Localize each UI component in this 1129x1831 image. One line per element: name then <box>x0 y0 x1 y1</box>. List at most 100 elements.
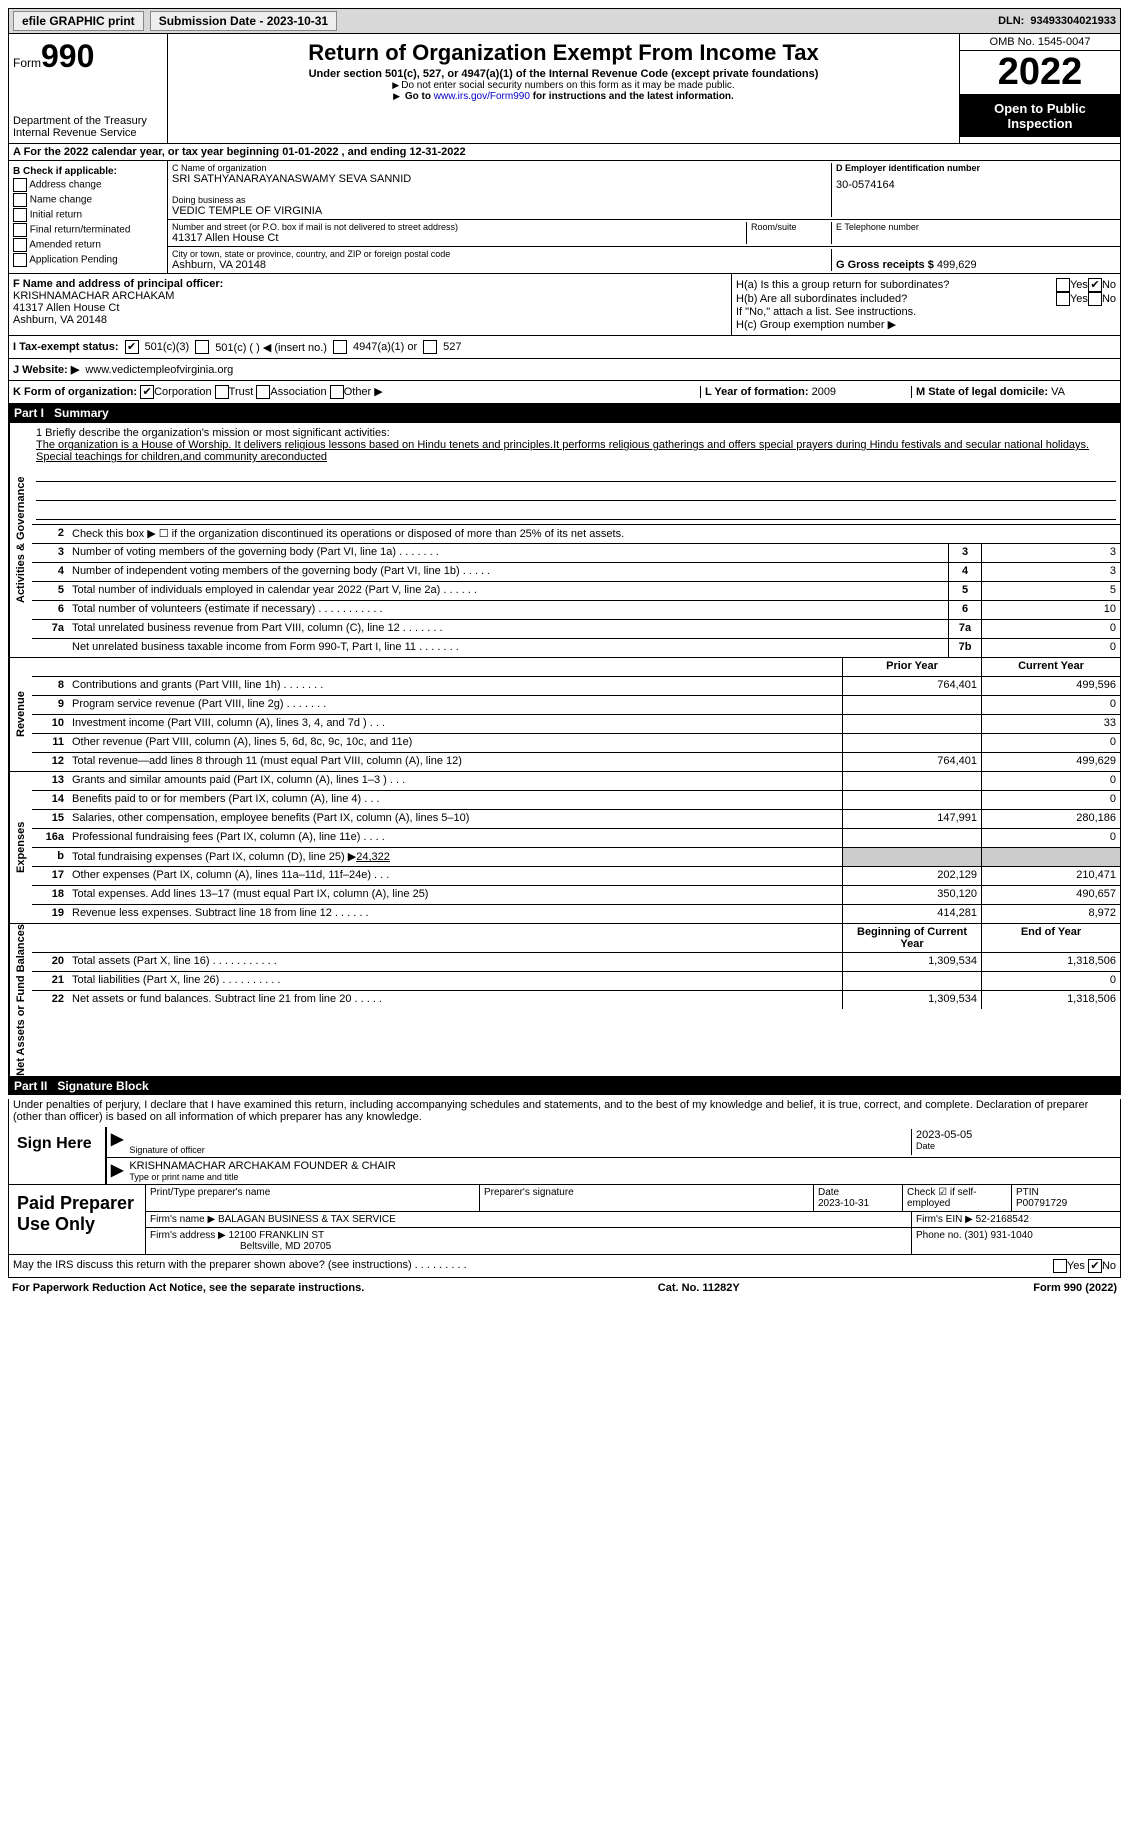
c13: 0 <box>981 772 1120 790</box>
dln-label: DLN: <box>998 15 1024 27</box>
officer-label: F Name and address of principal officer: <box>13 278 223 290</box>
b20: 1,309,534 <box>842 953 981 971</box>
chk-501c[interactable] <box>195 340 209 354</box>
h-a-no[interactable]: ✔ <box>1088 278 1102 292</box>
summary-activities: Activities & Governance 1 Briefly descri… <box>8 422 1121 658</box>
h-a-yes[interactable] <box>1056 278 1070 292</box>
open-inspection: Open to Public Inspection <box>960 95 1120 137</box>
chk-initial-return[interactable]: Initial return <box>13 208 163 222</box>
ptin-label: PTIN <box>1016 1187 1039 1198</box>
vtab-revenue: Revenue <box>9 658 32 771</box>
ein-value: 30-0574164 <box>836 179 1116 191</box>
e21: 0 <box>981 972 1120 990</box>
row-k-org-form: K Form of organization: ✔Corporation Tru… <box>8 381 1121 404</box>
c19: 8,972 <box>981 905 1120 923</box>
perjury-declaration: Under penalties of perjury, I declare th… <box>13 1099 1116 1123</box>
p14 <box>842 791 981 809</box>
paid-preparer-block: Paid Preparer Use Only Print/Type prepar… <box>8 1185 1121 1255</box>
val-7b: 0 <box>981 639 1120 657</box>
form-footer: Form 990 (2022) <box>1033 1282 1117 1294</box>
chk-name-change[interactable]: Name change <box>13 193 163 207</box>
c12: 499,629 <box>981 753 1120 771</box>
p17: 202,129 <box>842 867 981 885</box>
officer-group-block: F Name and address of principal officer:… <box>8 274 1121 336</box>
chk-other[interactable] <box>330 385 344 399</box>
e22: 1,318,506 <box>981 991 1120 1009</box>
h-b-no[interactable] <box>1088 292 1102 306</box>
goto-prefix: Go to <box>405 91 434 102</box>
line-18: Total expenses. Add lines 13–17 (must eq… <box>68 886 842 904</box>
chk-trust[interactable] <box>215 385 229 399</box>
c10: 33 <box>981 715 1120 733</box>
p11 <box>842 734 981 752</box>
chk-4947[interactable] <box>333 340 347 354</box>
org-name: SRI SATHYANARAYANASWAMY SEVA SANNID <box>172 173 831 185</box>
c15: 280,186 <box>981 810 1120 828</box>
firm-ein-value: 52-2168542 <box>976 1214 1029 1225</box>
hdr-boy: Beginning of Current Year <box>842 924 981 952</box>
chk-association[interactable] <box>256 385 270 399</box>
chk-amended-return[interactable]: Amended return <box>13 238 163 252</box>
h-b-yes[interactable] <box>1056 292 1070 306</box>
firm-addr1: 12100 FRANKLIN ST <box>229 1230 325 1241</box>
footer-last-row: For Paperwork Reduction Act Notice, see … <box>8 1278 1121 1298</box>
col-c-name-address: C Name of organization SRI SATHYANARAYAN… <box>168 161 1120 273</box>
val-4: 3 <box>981 563 1120 581</box>
c18: 490,657 <box>981 886 1120 904</box>
street-label: Number and street (or P.O. box if mail i… <box>172 222 746 232</box>
chk-527[interactable] <box>423 340 437 354</box>
col-h-group: H(a) Is this a group return for subordin… <box>731 274 1120 335</box>
c8: 499,596 <box>981 677 1120 695</box>
officer-addr2: Ashburn, VA 20148 <box>13 314 727 326</box>
b21 <box>842 972 981 990</box>
firm-ein-label: Firm's EIN ▶ <box>916 1214 973 1225</box>
line-5: Total number of individuals employed in … <box>68 582 948 600</box>
col-b-header: B Check if applicable: <box>13 166 117 177</box>
h-b-note: If "No," attach a list. See instructions… <box>736 306 1116 318</box>
line-22: Net assets or fund balances. Subtract li… <box>68 991 842 1009</box>
efile-label: efile GRAPHIC print <box>13 11 144 31</box>
cat-number: Cat. No. 11282Y <box>658 1282 740 1294</box>
c14: 0 <box>981 791 1120 809</box>
firm-addr2: Beltsville, MD 20705 <box>240 1241 331 1252</box>
officer-name: KRISHNAMACHAR ARCHAKAM <box>13 290 727 302</box>
officer-addr1: 41317 Allen House Ct <box>13 302 727 314</box>
discuss-yes[interactable] <box>1053 1259 1067 1273</box>
line-16a: Professional fundraising fees (Part IX, … <box>68 829 842 847</box>
year-formation-value: 2009 <box>812 386 836 398</box>
chk-501c3[interactable]: ✔ <box>125 340 139 354</box>
val-5: 5 <box>981 582 1120 600</box>
chk-address-change[interactable]: Address change <box>13 178 163 192</box>
form-title: Return of Organization Exempt From Incom… <box>172 40 955 66</box>
sig-date-value: 2023-05-05 <box>916 1129 1116 1141</box>
org-name-label: C Name of organization <box>172 163 831 173</box>
h-c-exemption: H(c) Group exemption number ▶ <box>736 318 1116 331</box>
c17: 210,471 <box>981 867 1120 885</box>
dba-name: VEDIC TEMPLE OF VIRGINIA <box>172 205 831 217</box>
officer-print-name: KRISHNAMACHAR ARCHAKAM FOUNDER & CHAIR <box>129 1160 1116 1172</box>
chk-final-return[interactable]: Final return/terminated <box>13 223 163 237</box>
chk-app-pending[interactable]: Application Pending <box>13 253 163 267</box>
row-a-calendar-year: A For the 2022 calendar year, or tax yea… <box>8 144 1121 161</box>
part-1-header: Part I Summary <box>8 404 1121 422</box>
part-1-num: Part I <box>14 406 44 420</box>
line-8: Contributions and grants (Part VIII, lin… <box>68 677 842 695</box>
line-19: Revenue less expenses. Subtract line 18 … <box>68 905 842 923</box>
sign-here-label: Sign Here <box>9 1127 105 1184</box>
chk-corporation[interactable]: ✔ <box>140 385 154 399</box>
prep-name-label: Print/Type preparer's name <box>150 1187 270 1198</box>
col-b-checkboxes: B Check if applicable: Address change Na… <box>9 161 168 273</box>
line-7b: Net unrelated business taxable income fr… <box>68 639 948 657</box>
form-subtitle: Under section 501(c), 527, or 4947(a)(1)… <box>172 68 955 80</box>
p13 <box>842 772 981 790</box>
irs-label: Internal Revenue Service <box>13 127 163 139</box>
p16a <box>842 829 981 847</box>
submission-date: Submission Date - 2023-10-31 <box>150 11 337 31</box>
discuss-no[interactable]: ✔ <box>1088 1259 1102 1273</box>
c16a: 0 <box>981 829 1120 847</box>
irs-link[interactable]: www.irs.gov/Form990 <box>434 91 530 102</box>
p15: 147,991 <box>842 810 981 828</box>
mission-text: The organization is a House of Worship. … <box>36 439 1116 463</box>
tax-status-label: I Tax-exempt status: <box>13 341 119 353</box>
form-word: Form <box>13 56 41 70</box>
